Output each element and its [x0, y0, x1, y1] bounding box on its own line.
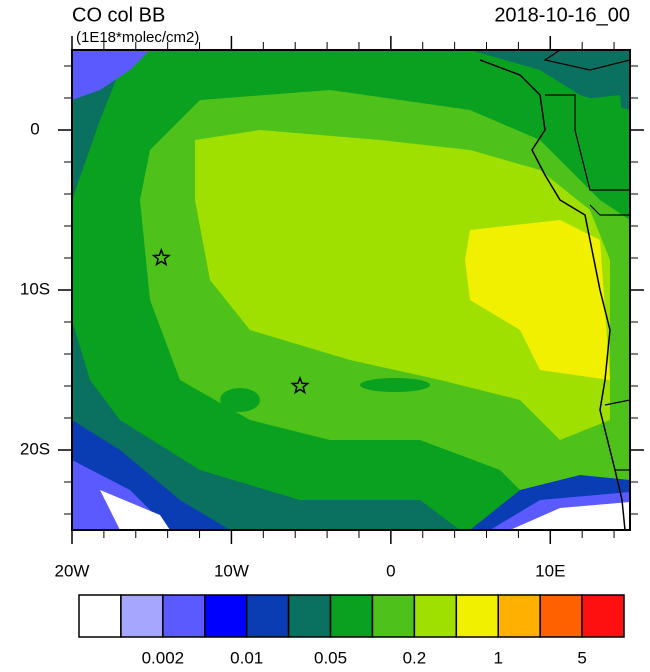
site-marker [290, 375, 310, 395]
colorbar-box [455, 594, 499, 638]
site-marker [151, 247, 171, 267]
colorbar-label: 0.05 [314, 648, 347, 667]
colorbar-box [413, 594, 458, 638]
colorbar-box [120, 594, 164, 638]
colorbar-box [497, 594, 541, 638]
colorbar-box [204, 594, 248, 638]
colorbar-label: 5 [577, 648, 586, 667]
colorbar-label: 1 [493, 648, 502, 667]
map-title: CO col BB [72, 4, 165, 26]
y-tick-label: 10S [20, 279, 50, 298]
y-tick-label: 0 [30, 119, 39, 138]
colorbar-label: 0.01 [230, 648, 263, 667]
colorbar-box [78, 594, 122, 638]
map-date: 2018-10-16_00 [494, 4, 630, 26]
colorbar-box [245, 594, 290, 638]
y-tick-label: 20S [20, 439, 50, 458]
colorbar-label: 0.2 [403, 648, 427, 667]
co-field [72, 50, 630, 530]
x-tick-label: 20W [55, 561, 90, 580]
colorbar-box [162, 594, 206, 638]
colorbar-label: 0.002 [142, 648, 185, 667]
colorbar-box [581, 594, 625, 638]
x-tick-label: 10E [535, 561, 565, 580]
map-subtitle: (1E18*molec/cm2) [76, 29, 199, 46]
colorbar-box [371, 594, 416, 638]
x-tick-label: 10W [214, 561, 249, 580]
x-tick-label: 0 [386, 561, 395, 580]
colorbar-box [539, 594, 583, 638]
colorbar-box [329, 594, 374, 638]
colorbar-box [287, 594, 332, 638]
